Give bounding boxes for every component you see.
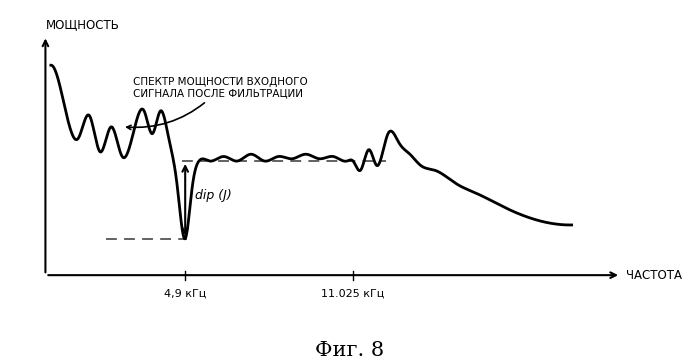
Text: МОЩНОСТЬ: МОЩНОСТЬ — [45, 18, 120, 31]
Text: СПЕКТР МОЩНОСТИ ВХОДНОГО
СИГНАЛА ПОСЛЕ ФИЛЬТРАЦИИ: СПЕКТР МОЩНОСТИ ВХОДНОГО СИГНАЛА ПОСЛЕ Ф… — [127, 76, 308, 130]
Text: 11.025 кГц: 11.025 кГц — [322, 289, 384, 299]
Text: Фиг. 8: Фиг. 8 — [315, 341, 384, 360]
Text: 4,9 кГц: 4,9 кГц — [164, 289, 206, 299]
Text: dip (J): dip (J) — [195, 189, 231, 202]
Text: ЧАСТОТА: ЧАСТОТА — [626, 269, 682, 282]
